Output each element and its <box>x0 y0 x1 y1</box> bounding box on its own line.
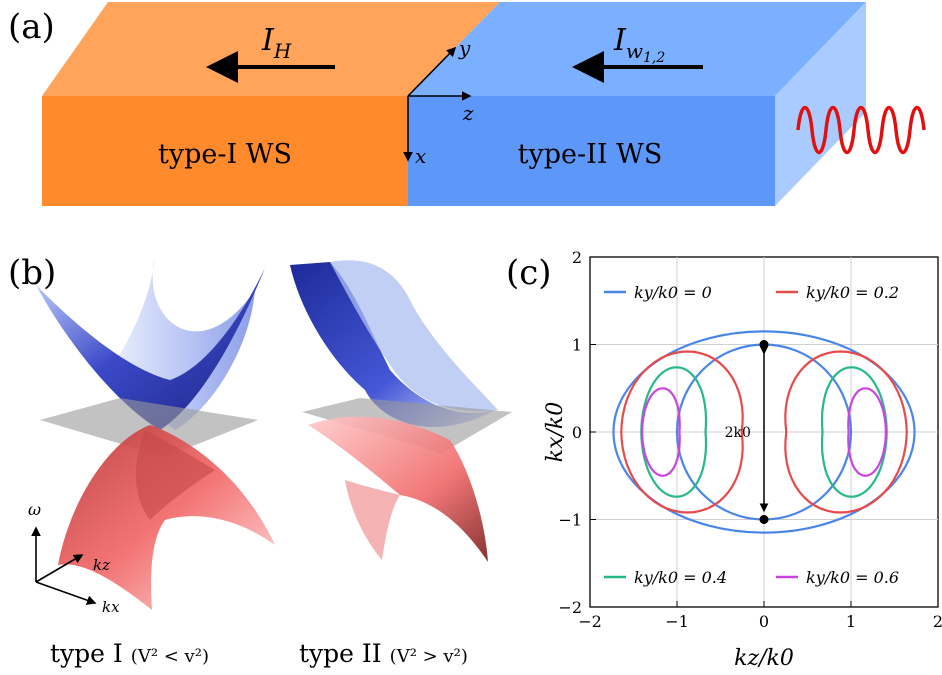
degeneracy-point <box>759 515 769 524</box>
type-i-lower-band <box>58 425 275 610</box>
legend-label: ky/k0 = 0.2 <box>806 283 899 302</box>
y-tick-label: 2 <box>572 248 582 267</box>
x-tick-label: −2 <box>578 612 602 631</box>
k-space-axes: ω kz kx <box>28 500 120 616</box>
y-axis-arrow <box>407 46 457 97</box>
kz-axis-arrow <box>35 554 84 583</box>
series-ky04-right-loop <box>820 366 888 498</box>
legend-label: ky/k0 = 0.6 <box>806 568 899 587</box>
type-i-ws-label: type-I WS <box>158 139 292 170</box>
kspace-contour-chart: −2 2 −1 1 0 0 1 −1 2 −2 kz/k0 kx/k0 2k0 ky/k0 = 0 ky/k… <box>543 248 942 671</box>
series-ky02-left-loop <box>620 350 744 514</box>
type-ii-ws-label: type-II WS <box>518 139 663 170</box>
type-ii-lower-front <box>345 480 400 560</box>
type-i-dispersion <box>36 258 275 610</box>
type-ii-top-face <box>408 2 866 96</box>
type-ii-upper-band <box>290 262 495 428</box>
y-tick-label: 0 <box>572 423 582 442</box>
x-tick-label: 0 <box>759 612 769 631</box>
y-tick-label: −2 <box>558 598 582 617</box>
sinusoidal-wave-icon <box>796 106 926 154</box>
panel-c: (c) −2 2 −1 1 0 0 1 −1 2 −2 kz/k0 kx/k0 2k0 ky/k0 = 0… <box>506 248 942 671</box>
type-ii-dispersion <box>290 260 512 562</box>
degeneracy-point <box>759 340 769 349</box>
two-k0-label: 2k0 <box>725 425 751 441</box>
type-i-front-face <box>42 96 408 206</box>
panel-a-label: (a) <box>8 7 55 47</box>
type-ii-lower-band <box>308 416 488 562</box>
omega-axis-label: ω <box>28 500 41 519</box>
kx-axis-arrow <box>35 581 97 605</box>
z-axis-label: z <box>462 101 474 125</box>
series-ky0-outer <box>612 330 916 534</box>
x-tick-label: −1 <box>665 612 689 631</box>
type-ii-caption: type II (V² > v²) <box>299 639 468 668</box>
series-ky04-left-loop <box>640 366 708 498</box>
panel-c-label: (c) <box>506 253 552 293</box>
series-ky06-right-loop <box>847 387 887 477</box>
type-i-upper-band <box>36 268 265 430</box>
type-ii-side-face <box>775 2 866 206</box>
current-h-label: IH <box>261 23 292 63</box>
type-i-lower-inner <box>135 430 215 520</box>
kz-axis-label: kz <box>93 556 110 574</box>
panel-b: (b) ω kz kx type I (V² < v² <box>8 253 512 668</box>
type-ii-front-face <box>408 96 775 206</box>
series-ky06-left-loop <box>641 387 681 477</box>
type-i-top-face <box>42 2 500 96</box>
kx-axis-label: kx <box>102 598 120 616</box>
panel-b-label: (b) <box>8 253 56 293</box>
y-tick-label: 1 <box>572 336 582 355</box>
panel-a: (a) type-I WS type-II WS IH Iw1,2 y z x <box>8 2 926 206</box>
x-tick-label: 1 <box>846 612 856 631</box>
type-ii-upper-back <box>330 260 498 412</box>
y-tick-label: −1 <box>558 511 582 530</box>
y-axis-label: y <box>458 36 471 60</box>
y-axis-title: kx/k0 <box>543 402 568 462</box>
x-axis-label: x <box>415 144 426 168</box>
legend-label: ky/k0 = 0 <box>634 283 712 302</box>
series-ky02-right-loop <box>784 350 908 514</box>
x-tick-label: 2 <box>933 612 942 631</box>
x-axis-title: kz/k0 <box>734 646 794 671</box>
type-i-caption: type I (V² < v²) <box>50 639 209 668</box>
current-w-label: Iw1,2 <box>613 23 665 66</box>
legend-label: ky/k0 = 0.4 <box>634 568 727 587</box>
